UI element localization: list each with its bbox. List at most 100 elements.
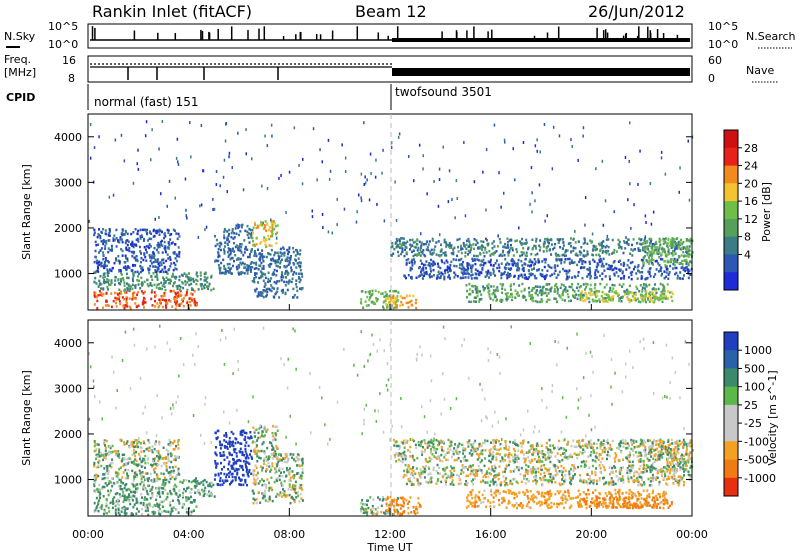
heatmap-cell	[570, 245, 572, 248]
heatmap-cell	[515, 290, 517, 293]
scatter-cell	[121, 134, 123, 137]
heatmap-cell	[362, 307, 364, 310]
heatmap-cell	[105, 457, 107, 460]
heatmap-cell	[572, 238, 574, 241]
heatmap-cell	[649, 296, 651, 299]
scatter-cell	[602, 160, 604, 163]
heatmap-cell	[284, 480, 286, 483]
heatmap-cell	[108, 483, 110, 486]
heatmap-cell	[471, 277, 473, 280]
heatmap-cell	[239, 465, 241, 468]
heatmap-cell	[470, 301, 472, 304]
heatmap-cell	[171, 454, 173, 457]
heatmap-cell	[272, 229, 274, 232]
heatmap-cell	[642, 300, 644, 303]
heatmap-cell	[499, 255, 501, 258]
heatmap-cell	[172, 500, 174, 503]
heatmap-cell	[560, 287, 562, 290]
heatmap-cell	[677, 275, 679, 278]
heatmap-cell	[478, 301, 480, 304]
heatmap-cell	[507, 246, 509, 249]
heatmap-cell	[429, 276, 431, 279]
heatmap-cell	[426, 271, 428, 274]
heatmap-cell	[464, 255, 466, 258]
heatmap-cell	[266, 456, 268, 459]
heatmap-cell	[222, 479, 224, 482]
heatmap-cell	[570, 237, 572, 240]
heatmap-cell	[443, 276, 445, 279]
heatmap-cell	[368, 304, 370, 307]
heatmap-cell	[289, 494, 291, 497]
heatmap-cell	[265, 246, 267, 249]
heatmap-cell	[253, 472, 255, 475]
heatmap-cell	[179, 275, 181, 278]
heatmap-cell	[654, 283, 656, 286]
heatmap-cell	[156, 495, 158, 498]
heatmap-cell	[277, 493, 279, 496]
heatmap-cell	[170, 262, 172, 265]
heatmap-cell	[280, 482, 282, 485]
heatmap-cell	[514, 240, 516, 243]
heatmap-cell	[524, 274, 526, 277]
heatmap-cell	[239, 450, 241, 453]
heatmap-cell	[676, 261, 678, 264]
heatmap-cell	[147, 507, 149, 510]
heatmap-cell	[544, 261, 546, 264]
heatmap-cell	[603, 269, 605, 272]
heatmap-cell	[416, 239, 418, 242]
heatmap-cell	[678, 246, 680, 249]
heatmap-cell	[214, 432, 216, 435]
scatter-cell	[650, 182, 652, 185]
heatmap-cell	[628, 238, 630, 241]
heatmap-cell	[571, 259, 573, 262]
heatmap-cell	[623, 446, 625, 449]
scatter-cell	[185, 209, 187, 212]
heatmap-cell	[273, 271, 275, 274]
heatmap-cell	[154, 471, 156, 474]
heatmap-cell	[133, 452, 135, 455]
scatter-cell	[329, 178, 331, 181]
heatmap-cell	[645, 290, 647, 293]
heatmap-cell	[650, 275, 652, 278]
heatmap-cell	[638, 270, 640, 273]
heatmap-cell	[107, 477, 109, 480]
heatmap-cell	[275, 274, 277, 277]
heatmap-cell	[665, 237, 667, 240]
heatmap-cell	[157, 505, 159, 508]
heatmap-cell	[400, 507, 402, 510]
heatmap-cell	[590, 284, 592, 287]
heatmap-cell	[151, 492, 153, 495]
scatter-cell	[463, 141, 465, 144]
heatmap-cell	[531, 290, 533, 293]
heatmap-cell	[566, 278, 568, 281]
heatmap-cell	[609, 275, 611, 278]
heatmap-cell	[535, 254, 537, 257]
heatmap-cell	[631, 244, 633, 247]
heatmap-cell	[194, 485, 196, 488]
heatmap-cell	[430, 270, 432, 273]
heatmap-cell	[295, 254, 297, 256]
freq-strip: Freq. [MHz] 16 8 60 0 Nave	[4, 53, 778, 85]
heatmap-cell	[139, 458, 141, 461]
heatmap-cell	[159, 478, 161, 481]
heatmap-cell	[235, 442, 237, 445]
freq-tick-bottom: 8	[68, 72, 75, 85]
heatmap-cell	[514, 275, 516, 278]
heatmap-cell	[132, 264, 134, 267]
heatmap-cell	[618, 300, 620, 303]
heatmap-cell	[240, 448, 242, 451]
heatmap-cell	[173, 229, 175, 232]
heatmap-cell	[164, 294, 166, 297]
heatmap-cell	[282, 291, 284, 294]
heatmap-cell	[178, 279, 180, 282]
heatmap-cell	[385, 291, 387, 294]
heatmap-cell	[433, 446, 435, 449]
heatmap-cell	[409, 295, 411, 298]
heatmap-cell	[215, 466, 217, 469]
heatmap-cell	[160, 270, 162, 273]
heatmap-cell	[227, 442, 229, 445]
heatmap-cell	[185, 283, 187, 286]
heatmap-cell	[634, 296, 636, 299]
heatmap-cell	[152, 495, 154, 498]
heatmap-cell	[181, 299, 183, 302]
